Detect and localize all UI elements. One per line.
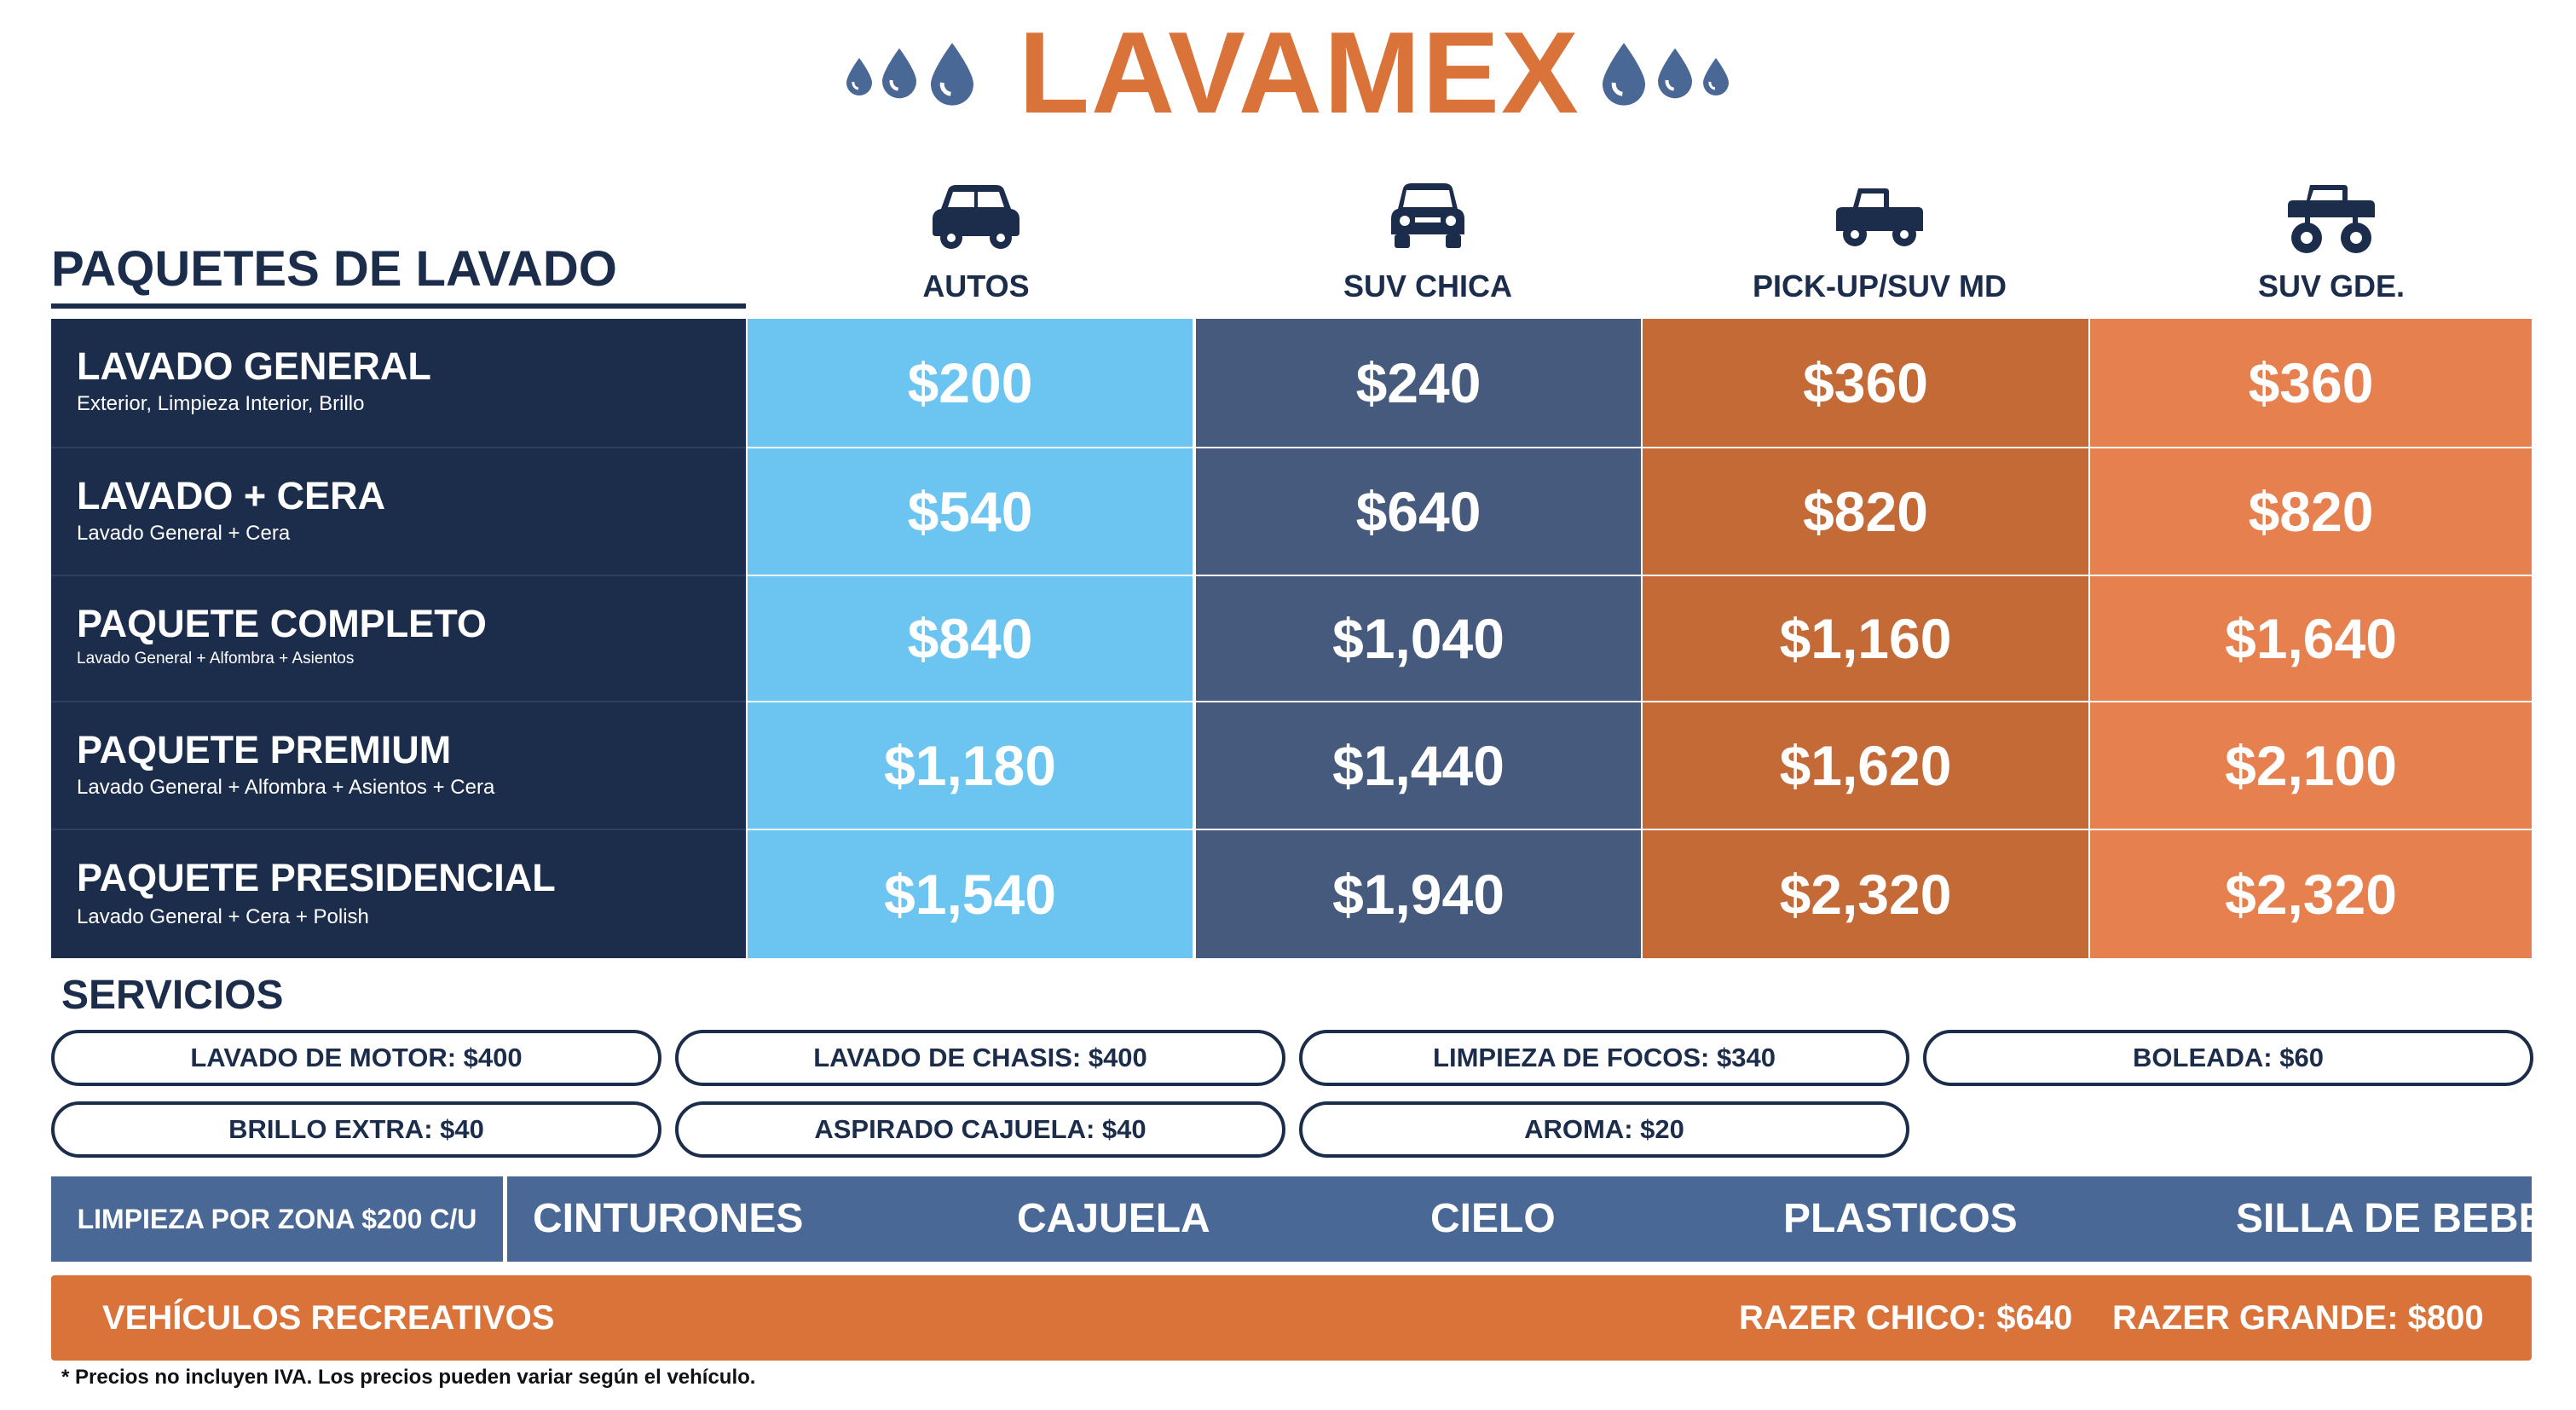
recreational-vehicles-bar: VEHÍCULOS RECREATIVOS RAZER CHICO: $640 … — [51, 1275, 2532, 1361]
price-cell: $1,640 — [2090, 576, 2532, 701]
service-boleada: BOLEADA: $60 — [1923, 1030, 2533, 1086]
column-header-suv-chica: SUV CHICA — [1202, 183, 1654, 311]
row-divider — [51, 575, 746, 576]
price-cell: $840 — [748, 576, 1193, 701]
column-label: AUTOS — [922, 269, 1030, 303]
package-name: LAVADO + CERA — [77, 474, 386, 517]
zone-divider — [503, 1176, 507, 1262]
price-cell: $1,160 — [1643, 576, 2088, 701]
price-cell: $240 — [1196, 319, 1641, 447]
package-row-lavado-cera: LAVADO + CERA Lavado General + Cera — [51, 448, 746, 575]
service-lavado-chasis: LAVADO DE CHASIS: $400 — [675, 1030, 1285, 1086]
water-drop-icon — [1703, 58, 1729, 95]
price-cell: $360 — [2090, 319, 2532, 447]
zone-item-cinturones: CINTURONES — [533, 1196, 804, 1241]
price-cell: $200 — [748, 319, 1193, 447]
price-cell: $640 — [1196, 448, 1641, 575]
service-brillo-extra: BRILLO EXTRA: $40 — [51, 1101, 661, 1158]
price-cell: $1,440 — [1196, 702, 1641, 829]
column-header-suv-gde: SUV GDE. — [2105, 183, 2557, 311]
package-description: Lavado General + Cera + Polish — [77, 905, 369, 928]
price-cell: $360 — [1643, 319, 2088, 447]
price-cell: $820 — [2090, 448, 2532, 575]
package-description: Lavado General + Alfombra + Asientos — [77, 650, 355, 667]
recreational-item-razer-grande: RAZER GRANDE: $800 — [2112, 1299, 2484, 1337]
zone-item-silla-de-bebe: SILLA DE BEBE — [2236, 1196, 2546, 1241]
water-drop-icon — [931, 43, 973, 106]
zone-item-cielo: CIELO — [1430, 1196, 1556, 1241]
package-name: PAQUETE PREMIUM — [77, 728, 452, 771]
car-icon — [750, 183, 1202, 251]
price-cell: $540 — [748, 448, 1193, 575]
price-cell: $1,940 — [1196, 830, 1641, 958]
row-divider — [51, 829, 746, 830]
package-row-paquete-completo: PAQUETE COMPLETO Lavado General + Alfomb… — [51, 576, 746, 701]
price-cell: $1,540 — [748, 830, 1193, 958]
package-description: Lavado General + Alfombra + Asientos + C… — [77, 776, 495, 799]
column-label: PICK-UP/SUV MD — [1752, 269, 2007, 303]
water-drop-icon — [1658, 48, 1692, 99]
package-name: PAQUETE COMPLETO — [77, 602, 487, 645]
brand-header: LAVAMEX — [0, 0, 2576, 145]
recreational-label: VEHÍCULOS RECREATIVOS — [102, 1299, 555, 1337]
zone-item-cajuela: CAJUELA — [1017, 1196, 1210, 1241]
zone-cleaning-bar: LIMPIEZA POR ZONA $200 C/U CINTURONES CA… — [51, 1176, 2546, 1262]
package-name: LAVADO GENERAL — [77, 344, 431, 388]
service-lavado-motor: LAVADO DE MOTOR: $400 — [51, 1030, 661, 1086]
water-drop-icon — [882, 48, 916, 99]
column-label: SUV GDE. — [2257, 269, 2406, 303]
service-aroma: AROMA: $20 — [1299, 1101, 1909, 1158]
price-cell: $2,320 — [2090, 830, 2532, 958]
price-cell: $2,320 — [1643, 830, 2088, 958]
package-row-paquete-presidencial: PAQUETE PRESIDENCIAL Lavado General + Ce… — [51, 830, 746, 958]
column-label: SUV CHICA — [1343, 269, 1513, 303]
package-description: Lavado General + Cera — [77, 522, 291, 545]
section-underline — [51, 303, 746, 309]
pickup-truck-icon — [1654, 183, 2105, 251]
monster-truck-icon — [2105, 183, 2557, 255]
zone-label: LIMPIEZA POR ZONA $200 C/U — [77, 1204, 477, 1234]
price-cell: $1,180 — [748, 702, 1193, 829]
section-title: PAQUETES DE LAVADO — [51, 241, 617, 297]
service-limpieza-focos: LIMPIEZA DE FOCOS: $340 — [1299, 1030, 1909, 1086]
column-header-pickup: PICK-UP/SUV MD — [1654, 183, 2105, 311]
service-aspirado-cajuela: ASPIRADO CAJUELA: $40 — [675, 1101, 1285, 1158]
recreational-item-razer-chico: RAZER CHICO: $640 — [1739, 1299, 2073, 1337]
package-name: PAQUETE PRESIDENCIAL — [77, 856, 556, 899]
column-header-autos: AUTOS — [750, 183, 1202, 311]
price-cell: $820 — [1643, 448, 2088, 575]
package-description: Exterior, Limpieza Interior, Brillo — [77, 392, 365, 415]
package-row-paquete-premium: PAQUETE PREMIUM Lavado General + Alfombr… — [51, 702, 746, 829]
row-divider — [51, 701, 746, 702]
brand-title: LAVAMEX — [1019, 8, 1580, 137]
services-title: SERVICIOS — [61, 973, 284, 1018]
suv-icon — [1202, 183, 1654, 251]
price-cell: $1,040 — [1196, 576, 1641, 701]
water-drop-icon — [846, 58, 872, 95]
row-divider — [51, 447, 746, 448]
zone-item-plasticos: PLASTICOS — [1783, 1196, 2018, 1241]
price-cell: $2,100 — [2090, 702, 2532, 829]
water-drop-icon — [1603, 43, 1645, 106]
footnote: * Precios no incluyen IVA. Los precios p… — [61, 1366, 756, 1389]
package-row-lavado-general: LAVADO GENERAL Exterior, Limpieza Interi… — [51, 319, 746, 447]
price-cell: $1,620 — [1643, 702, 2088, 829]
